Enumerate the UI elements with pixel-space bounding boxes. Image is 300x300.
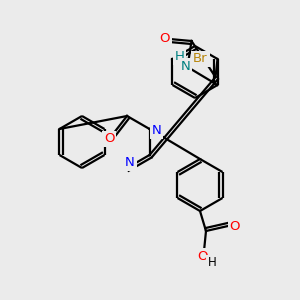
Text: Br: Br <box>193 52 208 65</box>
Text: O: O <box>159 32 170 44</box>
Text: H: H <box>208 256 216 269</box>
Text: N: N <box>152 124 161 137</box>
Text: N: N <box>125 157 135 169</box>
Text: O: O <box>104 133 114 146</box>
Text: O: O <box>198 250 208 262</box>
Text: O: O <box>230 220 240 232</box>
Text: H: H <box>175 50 184 64</box>
Text: N: N <box>181 59 190 73</box>
